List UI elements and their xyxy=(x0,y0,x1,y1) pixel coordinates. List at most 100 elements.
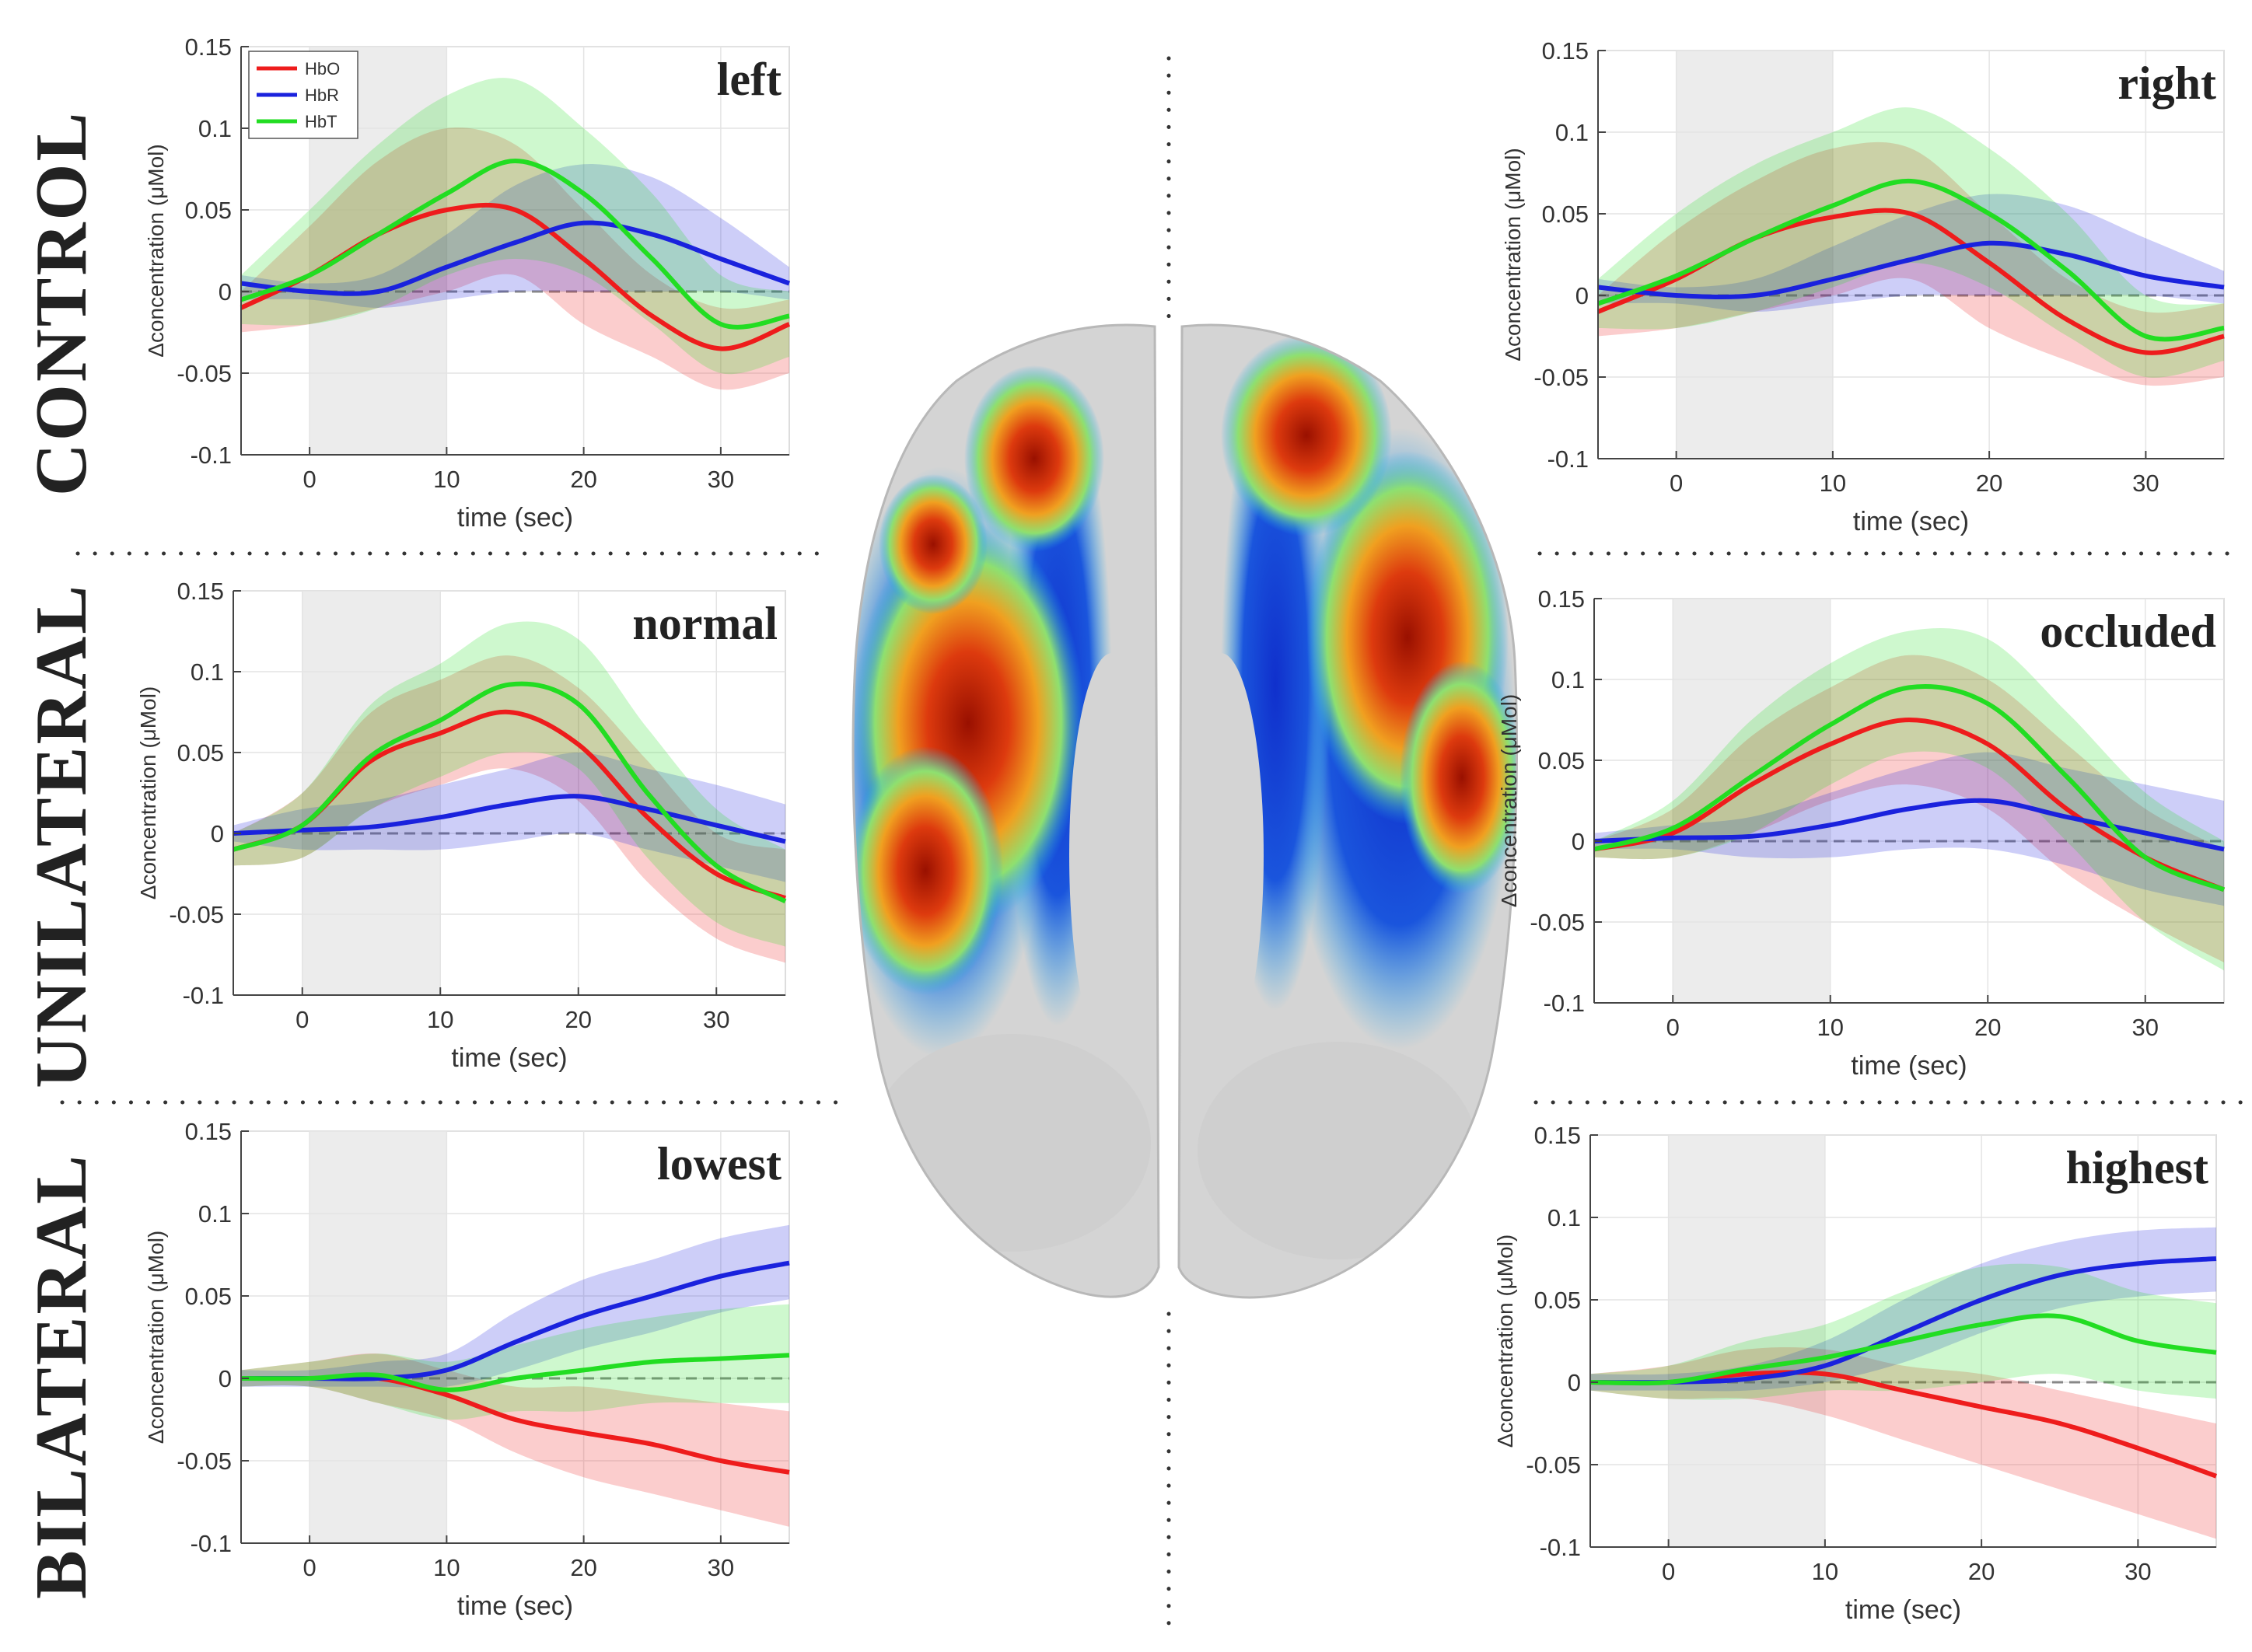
x-tick-label: 20 xyxy=(1968,1558,1995,1585)
x-tick-label: 30 xyxy=(2132,1014,2159,1041)
x-tick-label: 10 xyxy=(1817,1014,1844,1041)
chart-panel-occluded: 0 10 20 30 -0.1 -0.05 0 0.05 0.1 0.15 time (sec) Δc… xyxy=(1497,585,2226,1081)
y-tick-label: -0.05 xyxy=(169,901,224,928)
y-tick-label: 0 xyxy=(211,820,224,847)
y-tick-label: -0.1 xyxy=(1544,990,1585,1017)
y-tick-label: -0.05 xyxy=(1533,364,1589,391)
band-hbt xyxy=(1594,628,2224,971)
band-hbt xyxy=(1598,107,2224,378)
x-tick-label: 0 xyxy=(1662,1558,1675,1585)
band-hbo xyxy=(1598,141,2224,386)
y-axis-label: Δconcentration (μMol) xyxy=(1501,148,1525,361)
band-hbo xyxy=(241,127,789,390)
brain-right-hemisphere xyxy=(1179,325,1517,1298)
panel-title: left xyxy=(717,54,782,105)
brain-outline-left xyxy=(851,323,1160,1298)
brain-left-hemisphere xyxy=(853,325,1159,1298)
stimulus-window xyxy=(302,591,441,995)
line-hbt xyxy=(1593,684,2226,892)
x-tick-label: 10 xyxy=(433,1554,460,1581)
chart-panels: 0 10 20 30 -0.1 -0.05 0 0.05 0.1 0.15 time (sec) Δc… xyxy=(136,33,2226,1625)
x-tick-label: 10 xyxy=(1820,470,1846,497)
x-tick-label: 30 xyxy=(2124,1558,2151,1585)
y-tick-label: -0.1 xyxy=(183,982,224,1009)
legend: HbO HbR HbT xyxy=(248,51,358,139)
x-axis-label: time (sec) xyxy=(457,503,573,533)
line-hbr xyxy=(240,220,791,296)
panel-title: lowest xyxy=(657,1138,782,1189)
chart-panel-left: 0 10 20 30 -0.1 -0.05 0 0.05 0.1 0.15 time (sec) Δc… xyxy=(144,33,791,533)
line-hbr xyxy=(233,794,786,844)
x-tick-label: 20 xyxy=(570,466,596,493)
line-hbt xyxy=(1589,1313,2217,1386)
y-tick-label: 0.15 xyxy=(1538,585,1585,613)
x-tick-label: 0 xyxy=(295,1006,309,1033)
line-hbt xyxy=(1597,178,2225,342)
band-hbr xyxy=(241,163,789,308)
y-axis-label: Δconcentration (μMol) xyxy=(144,1231,168,1444)
x-tick-label: 10 xyxy=(433,466,460,493)
x-tick-label: 10 xyxy=(427,1006,453,1033)
y-tick-label: 0.1 xyxy=(1555,119,1589,146)
y-tick-label: 0.15 xyxy=(185,33,232,61)
y-tick-label: 0.05 xyxy=(1534,1287,1581,1314)
y-tick-label: 0.05 xyxy=(185,1283,232,1310)
band-hbr xyxy=(241,1224,789,1388)
x-axis-label: time (sec) xyxy=(457,1591,573,1621)
chart-panel-normal: 0 10 20 30 -0.1 -0.05 0 0.05 0.1 0.15 time (sec) Δc… xyxy=(136,578,787,1073)
y-tick-label: 0.15 xyxy=(177,578,224,605)
chart-panel-highest: 0 10 20 30 -0.1 -0.05 0 0.05 0.1 0.15 time (sec) Δc… xyxy=(1493,1122,2218,1625)
x-tick-label: 30 xyxy=(2132,470,2159,497)
x-axis-label: time (sec) xyxy=(1845,1595,1961,1625)
y-axis-label: Δconcentration (μMol) xyxy=(144,144,168,358)
y-tick-label: 0 xyxy=(1575,282,1589,309)
y-tick-label: -0.05 xyxy=(177,1448,232,1475)
legend-label-hbo: HbO xyxy=(305,59,340,79)
band-hbr xyxy=(1598,194,2224,312)
y-tick-label: -0.1 xyxy=(191,442,232,469)
y-tick-label: 0.1 xyxy=(198,1200,232,1228)
row-label-control: CONTROL xyxy=(21,110,102,496)
stimulus-window xyxy=(1668,1135,1825,1547)
gridlines xyxy=(241,1130,789,1544)
y-tick-label: 0 xyxy=(219,1365,232,1392)
y-axis-label: Δconcentration (μMol) xyxy=(1493,1235,1517,1448)
x-tick-label: 0 xyxy=(303,466,316,493)
row-label-bilateral: BILATERAL xyxy=(21,1153,102,1599)
y-tick-label: 0.1 xyxy=(198,115,232,142)
y-tick-label: 0 xyxy=(1568,1369,1581,1396)
brain-activation-map xyxy=(851,323,1518,1299)
y-tick-label: 0.1 xyxy=(1547,1204,1581,1231)
chart-panel-right: 0 10 20 30 -0.1 -0.05 0 0.05 0.1 0.15 time (sec) Δc… xyxy=(1501,37,2225,536)
row-labels: CONTROL UNILATERAL BILATERAL xyxy=(21,110,102,1599)
y-tick-label: -0.1 xyxy=(191,1530,232,1557)
y-tick-label: 0.1 xyxy=(191,658,224,686)
x-axis-label: time (sec) xyxy=(1853,507,1969,536)
y-tick-label: 0 xyxy=(219,278,232,306)
chart-panel-lowest: 0 10 20 30 -0.1 -0.05 0 0.05 0.1 0.15 time (sec) Δc… xyxy=(144,1118,790,1621)
x-tick-label: 30 xyxy=(703,1006,729,1033)
x-tick-label: 0 xyxy=(1670,470,1683,497)
y-axis-label: Δconcentration (μMol) xyxy=(1497,694,1521,908)
y-tick-label: -0.1 xyxy=(1547,445,1589,473)
y-tick-label: -0.1 xyxy=(1540,1534,1581,1561)
dotted-separators xyxy=(60,56,2246,1635)
y-tick-label: 0.05 xyxy=(1538,747,1585,774)
y-tick-label: -0.05 xyxy=(1530,909,1585,936)
x-tick-label: 10 xyxy=(1812,1558,1838,1585)
y-tick-label: 0 xyxy=(1572,828,1585,855)
line-hbr xyxy=(1589,1256,2217,1385)
stimulus-window xyxy=(1676,51,1833,459)
x-tick-label: 0 xyxy=(303,1554,316,1581)
line-hbt xyxy=(240,1353,790,1392)
y-tick-label: 0.05 xyxy=(1542,201,1589,228)
x-tick-label: 20 xyxy=(570,1554,596,1581)
y-tick-label: -0.05 xyxy=(1526,1451,1581,1479)
stimulus-window xyxy=(1673,599,1831,1003)
x-tick-label: 30 xyxy=(708,1554,734,1581)
x-tick-label: 20 xyxy=(1976,470,2002,497)
panel-title: normal xyxy=(632,598,778,649)
x-tick-label: 30 xyxy=(708,466,734,493)
x-tick-label: 20 xyxy=(1974,1014,2001,1041)
